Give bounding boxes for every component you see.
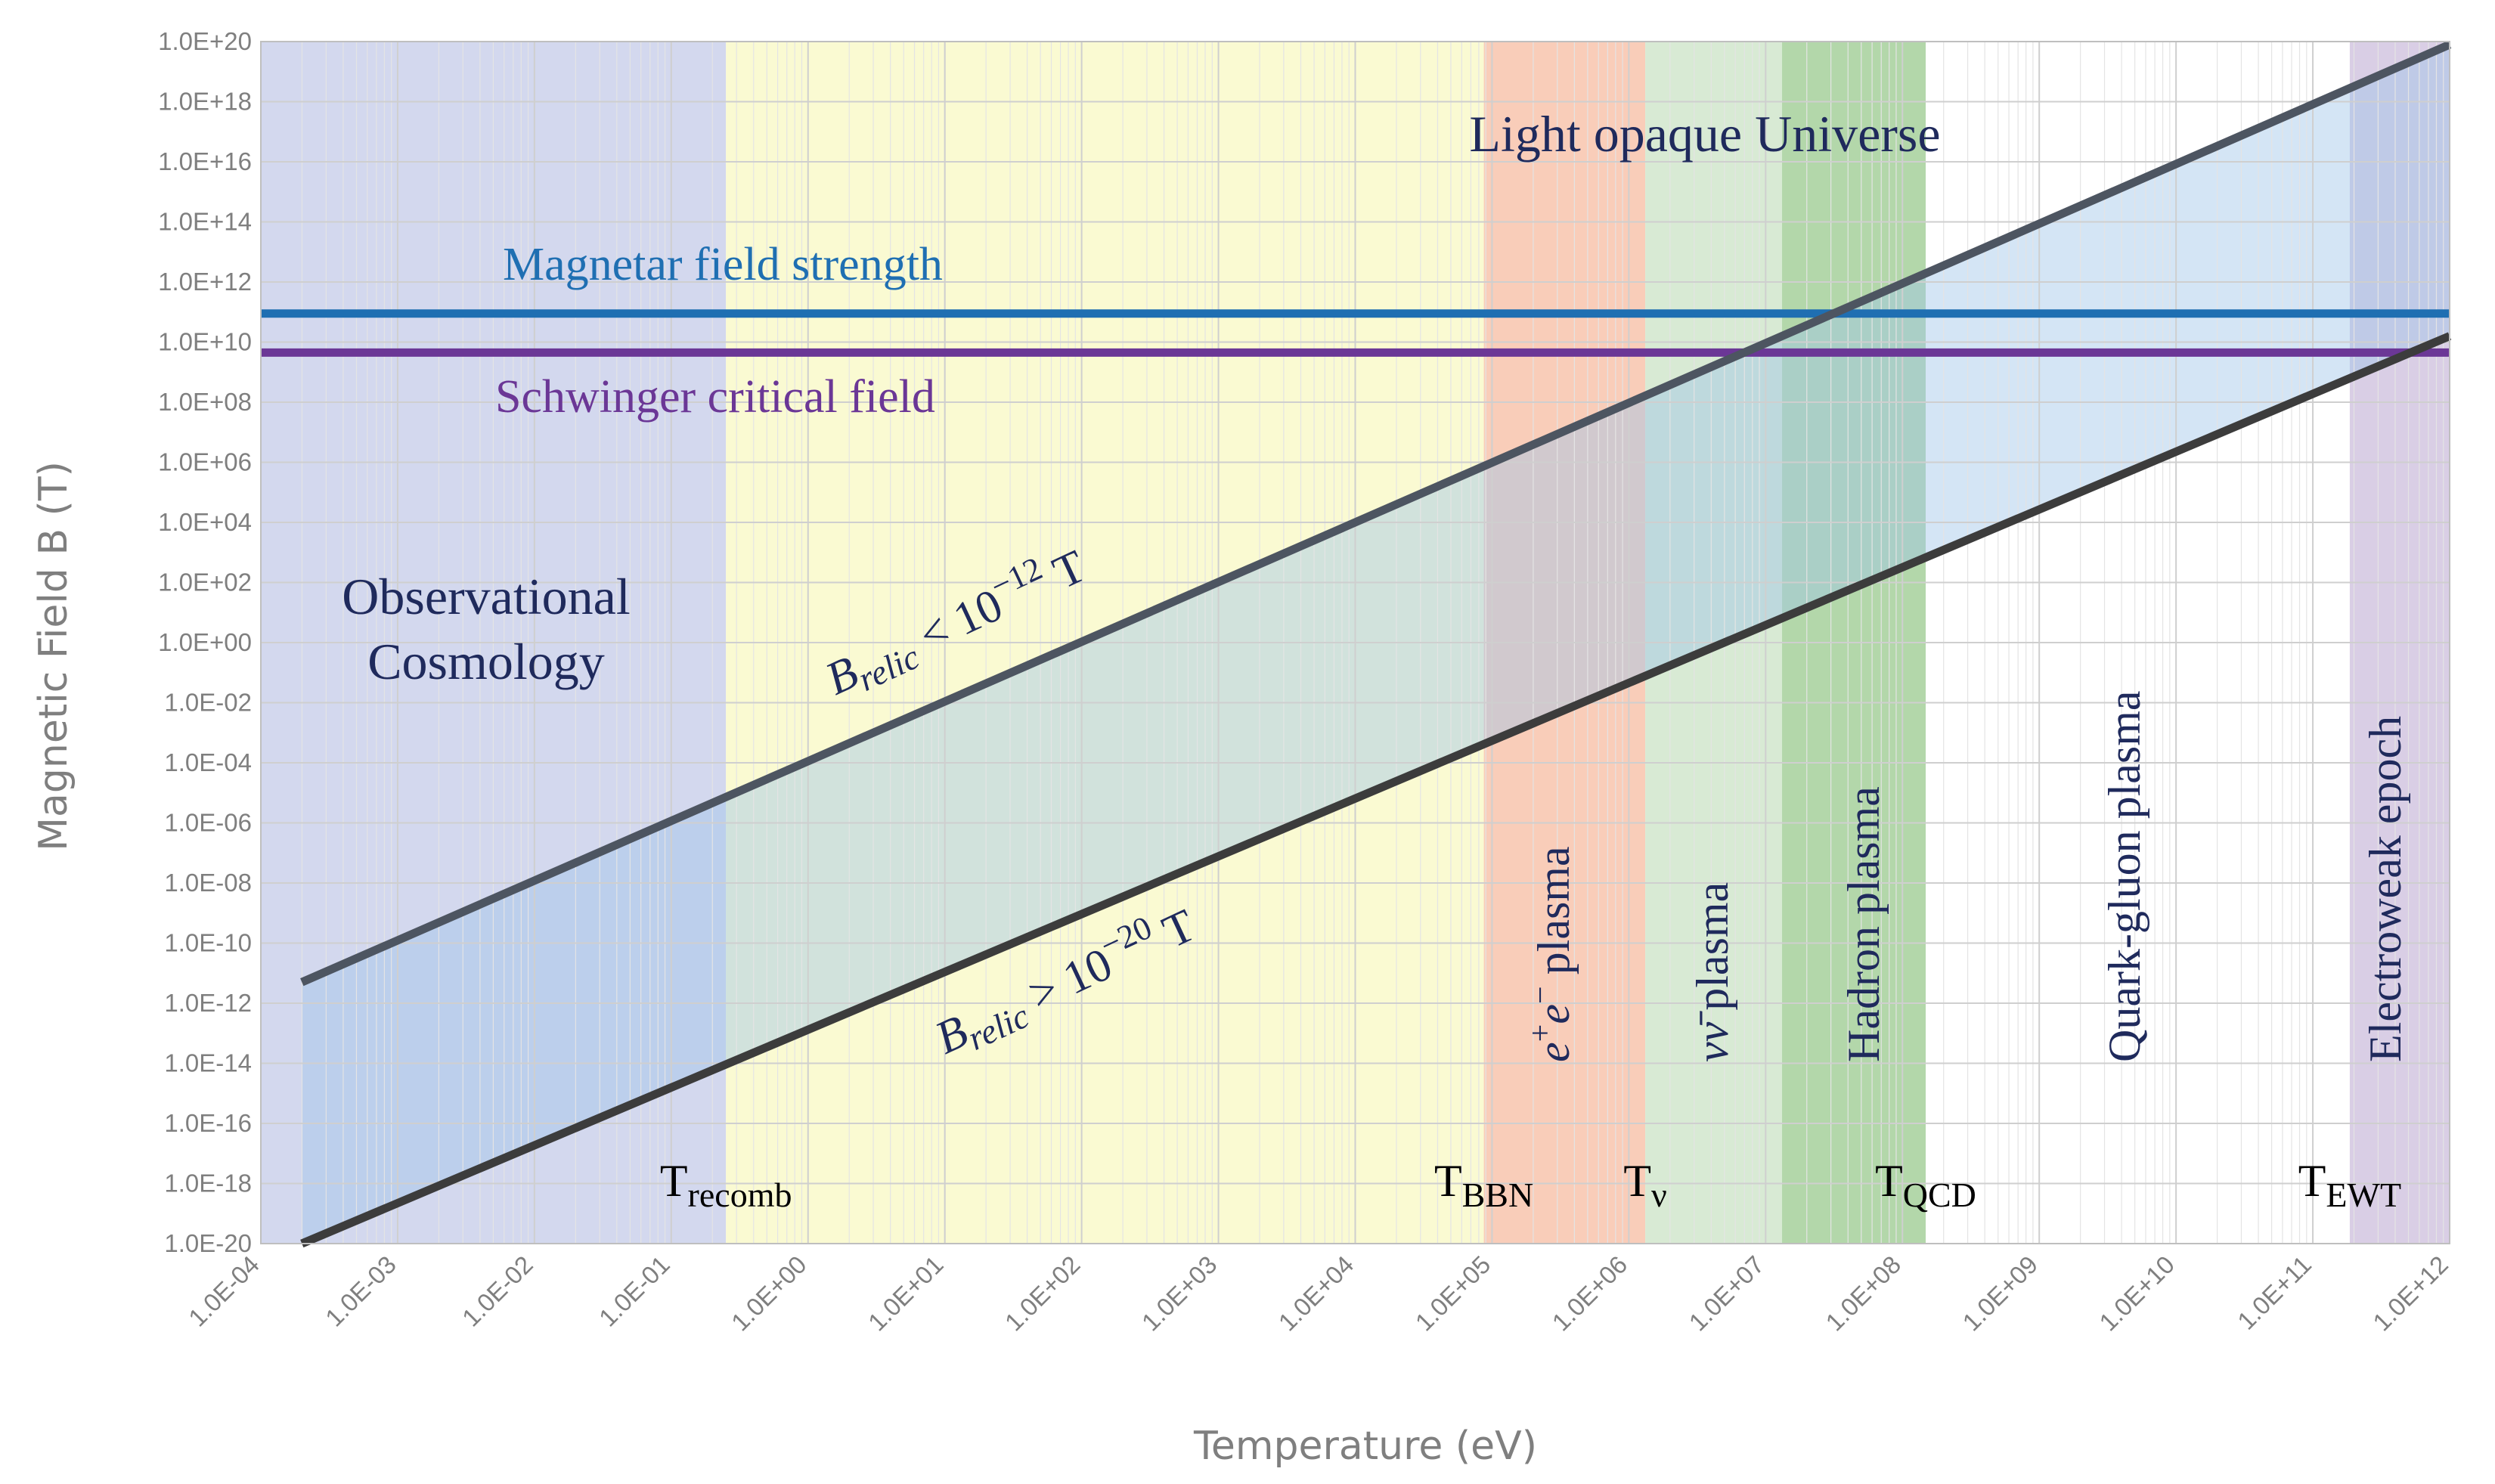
y-tick-label: 1.0E-14 [164,1049,252,1077]
y-tick-labels: 1.0E+20 1.0E+18 1.0E+16 1.0E+14 1.0E+12 1.0E+… [158,27,252,1257]
schwinger-label: Schwinger critical field [495,371,935,423]
y-tick-label: 1.0E+10 [158,328,252,356]
ee-e2: e [1529,1004,1579,1024]
nu-plasma-word: plasma [1688,882,1737,1022]
y-tick-label: 1.0E+14 [158,208,252,236]
relic-lower-line [300,332,2452,1248]
plot-frame [260,41,2450,1244]
ee-e1: e [1529,1042,1579,1062]
temp-subscript: EWT [2326,1176,2401,1214]
y-tick-label: 1.0E-06 [164,809,252,837]
y-tick-label: 1.0E+12 [158,268,252,296]
temp-subscript: recomb [688,1176,792,1214]
y-tick-label: 1.0E-16 [164,1109,252,1137]
temp-subscript: ν [1651,1176,1667,1214]
temp-base: T [1434,1156,1462,1206]
y-axis-label: Magnetic Field B (T) [31,461,76,851]
x-tick-label: 1.0E-04 [183,1250,265,1332]
light-opaque-universe-label: Light opaque Universe [1469,105,1940,163]
x-tick-label: 1.0E+10 [2094,1250,2180,1337]
x-tick-label: 1.0E+12 [2367,1250,2453,1337]
y-tick-label: 1.0E-18 [164,1170,252,1197]
y-tick-label: 1.0E-12 [164,989,252,1017]
y-tick-label: 1.0E-08 [164,869,252,897]
temp-subscript: BBN [1462,1176,1534,1214]
ee-sup2: − [1523,986,1558,1004]
x-tick-label: 1.0E+02 [1000,1250,1086,1337]
y-tick-label: 1.0E+02 [158,569,252,596]
y-tick-label: 1.0E-10 [164,929,252,957]
relic-upper-line [300,40,2452,987]
magnetar-label: Magnetar field strength [503,239,943,290]
x-tick-labels: 1.0E-04 1.0E-03 1.0E-02 1.0E-01 1.0E+00 1.0E+… [183,1250,2453,1337]
ee-sup1: + [1523,1024,1558,1043]
reference-lines [261,309,2450,357]
x-tick-label: 1.0E-03 [320,1250,401,1332]
y-tick-label: 1.0E+20 [158,27,252,55]
temperature-markers: Trecomb TBBN Tν TQCD TEWT [660,1156,2401,1214]
y-tick-label: 1.0E-02 [164,689,252,717]
observational-cosmology-label-line2: Cosmology [367,633,605,690]
temp-subscript: QCD [1903,1176,1976,1214]
y-tick-label: 1.0E-04 [164,748,252,776]
x-tick-label: 1.0E+04 [1273,1250,1359,1337]
y-tick-label: 1.0E+16 [158,147,252,175]
y-tick-label: 1.0E+18 [158,88,252,116]
temp-base: T [2298,1156,2326,1206]
temp-qcd: TQCD [1875,1156,1976,1214]
temp-ν: Tν [1623,1156,1666,1214]
x-tick-label: 1.0E-01 [594,1250,675,1332]
temp-ewt: TEWT [2298,1156,2401,1214]
x-tick-label: 1.0E+09 [1957,1250,2043,1337]
observational-cosmology-label-line1: Observational [342,568,630,625]
temp-base: T [1623,1156,1651,1206]
x-tick-label: 1.0E+11 [2232,1250,2317,1335]
ee-plasma-label: e+e− plasma [1523,846,1579,1062]
x-tick-label: 1.0E+03 [1136,1250,1223,1337]
x-tick-label: 1.0E+00 [726,1250,812,1337]
y-tick-label: 1.0E+00 [158,628,252,656]
temp-bbn: TBBN [1434,1156,1533,1214]
relic-bound-lines [300,40,2452,1248]
quark-gluon-plasma-label: Quark-gluon plasma [2100,690,2149,1062]
x-tick-label: 1.0E+01 [863,1250,949,1337]
temp-base: T [660,1156,688,1206]
electroweak-epoch-label: Electroweak epoch [2360,716,2410,1062]
y-tick-label: 1.0E+06 [158,448,252,476]
hadron-plasma-label: Hadron plasma [1839,786,1889,1062]
temp-recomb: Trecomb [660,1156,792,1214]
y-tick-label: 1.0E+04 [158,508,252,536]
x-tick-label: 1.0E+07 [1684,1250,1770,1337]
x-tick-label: 1.0E+05 [1410,1250,1496,1337]
temp-base: T [1875,1156,1903,1206]
ee-plasma-word: plasma [1529,846,1579,986]
x-axis-label: Temperature (eV) [1193,1424,1537,1469]
y-tick-label: 1.0E+08 [158,388,252,416]
nu-plasma-label: νν̄ plasma [1688,882,1737,1062]
x-tick-label: 1.0E+06 [1547,1250,1633,1337]
x-tick-label: 1.0E+08 [1820,1250,1906,1337]
y-tick-label: 1.0E-20 [164,1229,252,1257]
x-tick-label: 1.0E-02 [457,1250,538,1332]
